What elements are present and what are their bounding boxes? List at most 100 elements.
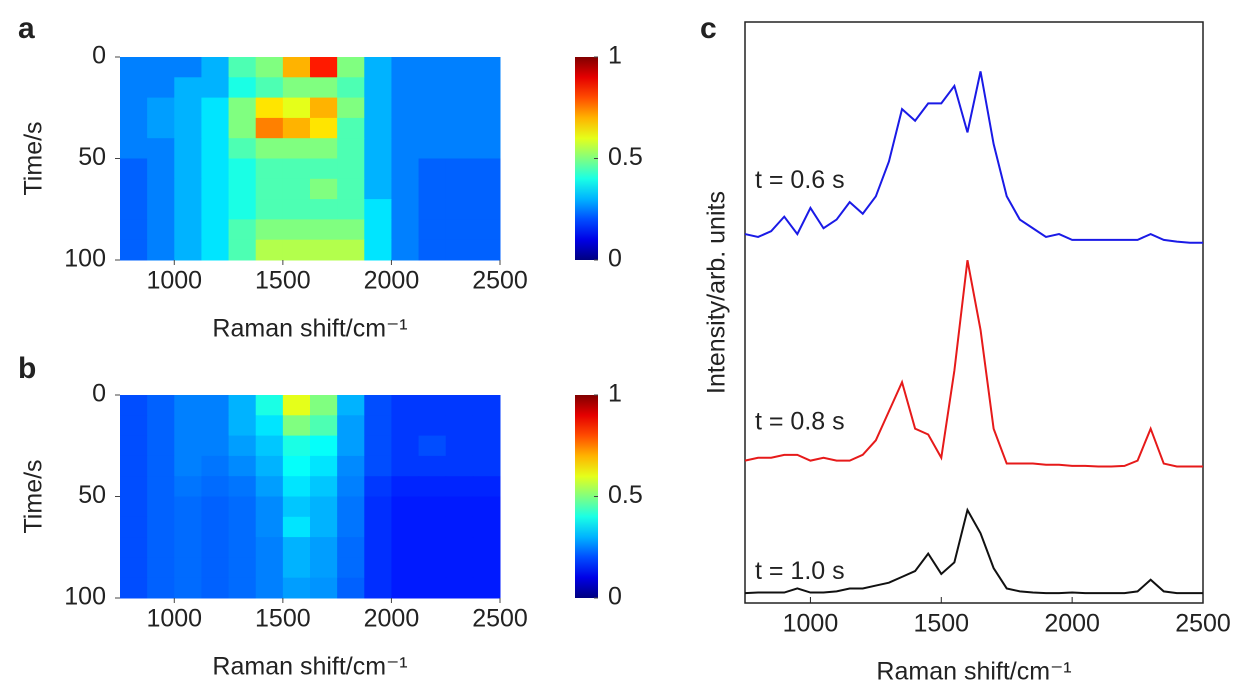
heat-cell: [282, 476, 311, 497]
heat-cell: [391, 435, 420, 457]
y-axis-label: Time/s: [20, 121, 48, 195]
y-tick-label: 50: [78, 143, 106, 171]
heat-cell: [391, 178, 420, 200]
colorbar-tick-label: 1: [608, 42, 622, 70]
heat-cell: [120, 435, 148, 457]
heat-cell: [391, 516, 420, 538]
heat-cell: [120, 395, 148, 416]
heat-cell: [147, 557, 175, 579]
heat-cell: [282, 496, 311, 518]
heat-cell: [228, 496, 257, 518]
heat-cell: [255, 97, 284, 119]
heat-cell: [282, 435, 311, 457]
heat-cell: [282, 557, 311, 579]
heat-cell: [391, 395, 420, 416]
heat-cell: [147, 57, 175, 78]
heat-cell: [201, 77, 230, 99]
heat-cell: [310, 395, 338, 416]
heat-cell: [391, 117, 420, 139]
heat-cell: [472, 557, 501, 579]
heat-cell: [391, 77, 420, 99]
heat-cell: [201, 537, 230, 558]
heat-cell: [418, 455, 447, 477]
heat-cell: [472, 97, 501, 119]
heat-cell: [120, 516, 148, 538]
heat-cell: [201, 57, 230, 78]
heat-cell: [282, 97, 311, 119]
heat-cell: [310, 117, 338, 139]
heat-cell: [147, 138, 175, 159]
heat-cell: [310, 97, 338, 119]
heat-cell: [445, 219, 474, 241]
heat-cell: [228, 476, 257, 497]
heat-cell: [201, 219, 230, 241]
heat-cell: [418, 97, 447, 119]
heat-cell: [364, 138, 392, 159]
heat-cell: [174, 496, 202, 518]
heat-cell: [228, 557, 257, 579]
colorbar-tick-label: 0.5: [608, 481, 643, 509]
heat-cell: [282, 219, 311, 241]
heat-cell: [391, 537, 420, 558]
heat-cell: [255, 435, 284, 457]
heat-cell: [472, 496, 501, 518]
x-tick-label: 1500: [913, 610, 969, 638]
heat-cell: [445, 557, 474, 579]
heat-cell: [472, 57, 501, 78]
heat-cell: [201, 97, 230, 119]
heat-cell: [120, 496, 148, 518]
heat-cell: [255, 516, 284, 538]
heat-cell: [282, 415, 311, 437]
heat-cell: [364, 455, 392, 477]
heat-cell: [418, 178, 447, 200]
heat-cell: [337, 516, 365, 538]
heat-cell: [147, 435, 175, 457]
heat-cell: [201, 138, 230, 159]
heat-cell: [228, 455, 257, 477]
heat-cell: [364, 219, 392, 241]
heat-cell: [174, 415, 202, 437]
x-axis-label: Raman shift/cm⁻¹: [212, 315, 407, 343]
heat-cell: [418, 117, 447, 139]
heat-cell: [255, 219, 284, 241]
heat-cell: [282, 158, 311, 180]
heat-cell: [201, 577, 230, 599]
heat-cell: [391, 577, 420, 599]
heat-cell: [310, 199, 338, 220]
heat-cell: [201, 415, 230, 437]
heat-cell: [255, 199, 284, 220]
heat-cell: [310, 178, 338, 200]
y-tick-label: 50: [78, 481, 106, 509]
heat-cell: [255, 138, 284, 159]
heat-cell: [147, 178, 175, 200]
heat-cell: [472, 577, 501, 599]
heat-cell: [391, 455, 420, 477]
heat-cell: [445, 577, 474, 599]
x-tick-label: 1000: [146, 605, 202, 633]
heat-cell: [201, 496, 230, 518]
heat-cell: [201, 557, 230, 579]
heat-cell: [255, 537, 284, 558]
heat-cell: [418, 537, 447, 558]
heat-cell: [472, 199, 501, 220]
heat-cell: [364, 476, 392, 497]
heat-cell: [418, 476, 447, 497]
heat-cell: [147, 516, 175, 538]
heat-cell: [255, 577, 284, 599]
heat-cell: [310, 516, 338, 538]
heat-cell: [228, 516, 257, 538]
heat-cell: [282, 537, 311, 558]
heat-cell: [174, 395, 202, 416]
heat-cell: [228, 178, 257, 200]
heat-cell: [445, 496, 474, 518]
heat-cell: [310, 219, 338, 241]
colorbar: [575, 57, 598, 260]
heat-cell: [174, 158, 202, 180]
heat-cell: [120, 117, 148, 139]
heat-cell: [310, 455, 338, 477]
heat-cell: [255, 117, 284, 139]
heat-cell: [147, 455, 175, 477]
colorbar-tick-label: 0: [608, 245, 622, 273]
heat-cell: [147, 158, 175, 180]
heat-cell: [337, 57, 365, 78]
